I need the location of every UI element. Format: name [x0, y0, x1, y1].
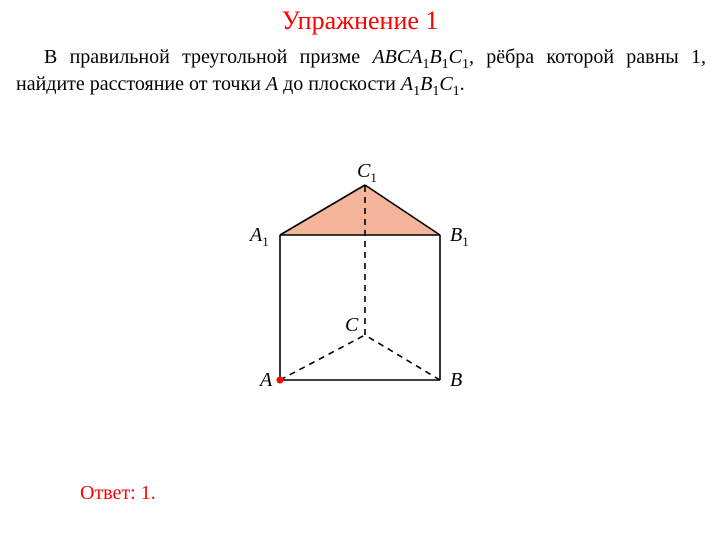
exercise-title: Упражнение 1 — [0, 6, 720, 36]
svg-text:B: B — [450, 369, 462, 391]
answer-value: 1. — [141, 482, 156, 504]
prism-symbol: ABCA1B1C1 — [372, 46, 469, 68]
point-a: A — [266, 73, 278, 95]
answer-line: Ответ: 1. — [80, 482, 156, 505]
svg-text:A1: A1 — [248, 224, 269, 249]
plane-symbol: A1B1C1 — [401, 73, 460, 95]
problem-part4: . — [460, 73, 465, 95]
svg-text:C: C — [345, 314, 359, 336]
svg-text:B1: B1 — [450, 224, 469, 249]
problem-statement: В правильной треугольной призме ABCA1B1C… — [16, 44, 706, 98]
problem-part3: до плоскости — [278, 73, 401, 95]
answer-label: Ответ: — [80, 482, 136, 504]
problem-part1: В правильной треугольной призме — [44, 46, 372, 68]
svg-text:C1: C1 — [357, 160, 377, 185]
svg-text:A: A — [258, 369, 273, 391]
prism-diagram: A B C A1 B1 C1 — [240, 150, 500, 410]
